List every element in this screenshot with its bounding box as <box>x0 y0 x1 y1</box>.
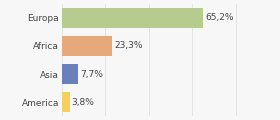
Text: 7,7%: 7,7% <box>80 70 103 79</box>
Bar <box>62 92 70 112</box>
Bar <box>62 64 78 84</box>
Text: 3,8%: 3,8% <box>72 98 94 107</box>
Bar <box>62 8 203 28</box>
Text: 23,3%: 23,3% <box>114 41 143 50</box>
Text: 65,2%: 65,2% <box>205 13 234 22</box>
Bar <box>62 36 112 56</box>
